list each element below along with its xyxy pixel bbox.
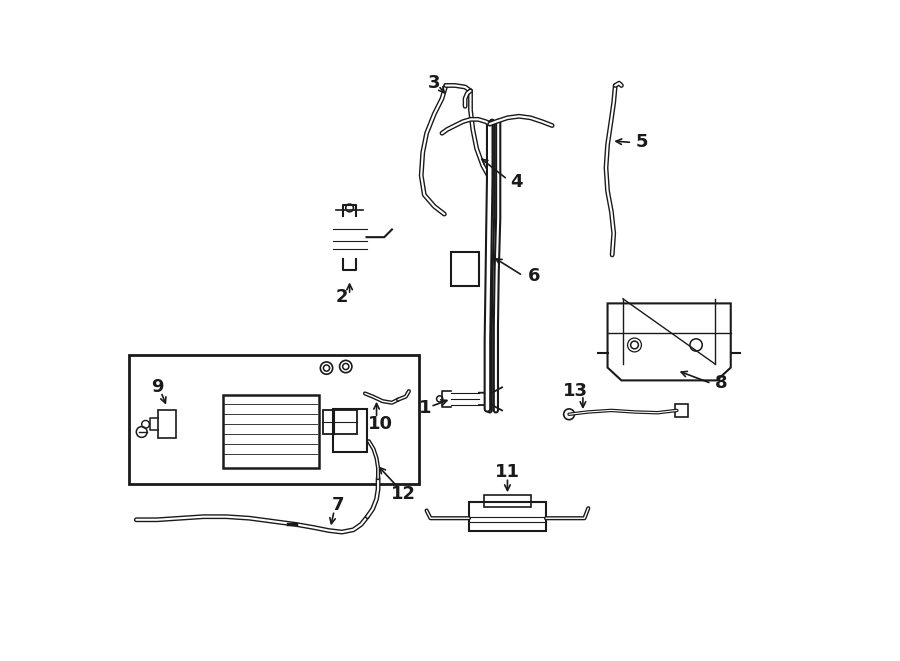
Text: 8: 8 [716,375,728,393]
Text: 10: 10 [368,415,393,433]
Bar [222,395,319,468]
Text: 11: 11 [495,463,520,481]
Text: 6: 6 [528,266,541,285]
Text: 4: 4 [510,173,523,191]
Text: 12: 12 [391,485,416,502]
Bar [484,495,531,507]
Text: 9: 9 [151,378,164,397]
Text: 5: 5 [636,134,648,151]
Bar [129,355,419,484]
Text: 2: 2 [336,288,348,306]
Text: 3: 3 [428,74,441,92]
Bar [322,410,357,434]
Text: 13: 13 [562,382,588,400]
Bar [469,502,546,531]
Text: 7: 7 [332,496,345,514]
Text: 1: 1 [418,399,431,417]
